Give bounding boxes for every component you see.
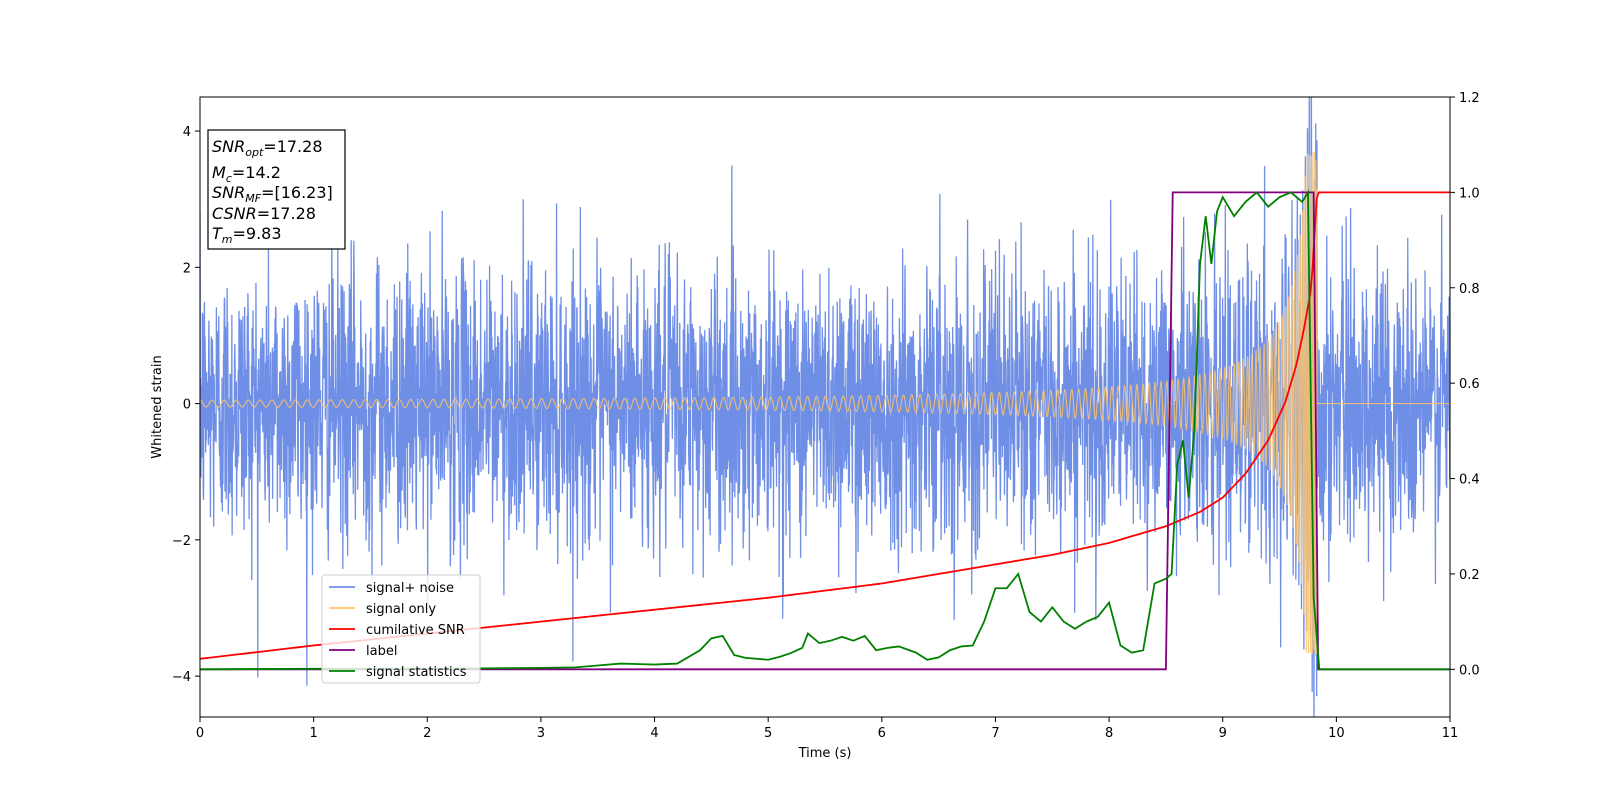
y2-tick-label: 1.2	[1459, 91, 1480, 106]
plot-frame	[199, 96, 1451, 718]
annotation-mc: Mc=14.2	[212, 163, 281, 185]
annotation-snr-opt: SNRopt=17.28	[212, 137, 323, 159]
legend: signal+ noise signal only cumilative SNR…	[321, 574, 481, 684]
tm-value: =9.83	[233, 224, 282, 243]
legend-label-signal-plus-noise: signal+ noise	[366, 581, 454, 596]
legend-label-label: label	[366, 644, 397, 659]
snr-mf-subscript: MF	[245, 192, 261, 205]
y-axis-label: Whitened strain	[150, 355, 165, 458]
x-tick-label: 8	[1105, 726, 1113, 741]
y-tick-label: −4	[172, 670, 191, 685]
legend-label-signal-statistics: signal statistics	[366, 665, 467, 680]
annotation-csnr: CSNR=17.28	[212, 204, 316, 223]
x-tick-label: 5	[764, 726, 772, 741]
y-tick-label: −2	[172, 534, 191, 549]
x-tick-label: 7	[991, 726, 999, 741]
y2-tick-label: 0.6	[1459, 377, 1480, 392]
x-tick-label: 2	[423, 726, 431, 741]
annotation-frame	[207, 129, 346, 250]
mc-subscript: c	[226, 172, 232, 185]
csnr-symbol: CSNR	[212, 204, 257, 223]
x-tick-label: 6	[878, 726, 886, 741]
snr-mf-value: =[16.23]	[261, 183, 333, 202]
annotation-tm: Tm=9.83	[212, 224, 282, 246]
series-signal-only	[200, 151, 1450, 656]
tm-symbol: T	[212, 224, 223, 243]
y-axis-right: 0.0 0.2 0.4 0.6 0.8 1.0 1.2	[1450, 91, 1480, 678]
snr-opt-symbol: SNR	[212, 137, 245, 156]
tm-subscript: m	[222, 233, 233, 246]
mc-symbol: M	[212, 163, 226, 182]
x-tick-label: 1	[309, 726, 317, 741]
x-axis: 0 1 2 3 4 5 6 7 8 9 10 11	[196, 717, 1458, 741]
x-axis-label: Time (s)	[798, 746, 852, 761]
x-tick-label: 9	[1219, 726, 1227, 741]
annotation-box: SNRopt=17.28 Mc=14.2 SNRMF=[16.23] CSNR=…	[207, 129, 346, 250]
y-tick-label: 4	[183, 125, 191, 140]
y2-tick-label: 0.4	[1459, 473, 1480, 488]
y2-tick-label: 0.2	[1459, 568, 1480, 583]
x-tick-label: 3	[537, 726, 545, 741]
x-tick-label: 0	[196, 726, 204, 741]
snr-mf-symbol: SNR	[212, 183, 245, 202]
legend-label-cumulative-snr: cumilative SNR	[366, 623, 465, 638]
y2-tick-label: 0.0	[1459, 663, 1480, 678]
legend-label-signal-only: signal only	[366, 602, 436, 617]
legend-frame	[321, 574, 481, 684]
y-tick-label: 2	[183, 261, 191, 276]
snr-opt-subscript: opt	[245, 146, 264, 159]
annotation-snr-mf: SNRMF=[16.23]	[212, 183, 333, 205]
y2-tick-label: 0.8	[1459, 282, 1480, 297]
series-signal-statistics	[200, 189, 1450, 671]
y-tick-label: 0	[183, 398, 191, 413]
y-axis-left: −4 −2 0 2 4	[172, 125, 200, 685]
csnr-value: =17.28	[257, 204, 316, 223]
mc-value: =14.2	[232, 163, 281, 182]
x-tick-label: 10	[1328, 726, 1345, 741]
x-tick-label: 4	[650, 726, 658, 741]
x-tick-label: 11	[1442, 726, 1459, 741]
snr-opt-value: =17.28	[263, 137, 322, 156]
y2-tick-label: 1.0	[1459, 186, 1480, 201]
